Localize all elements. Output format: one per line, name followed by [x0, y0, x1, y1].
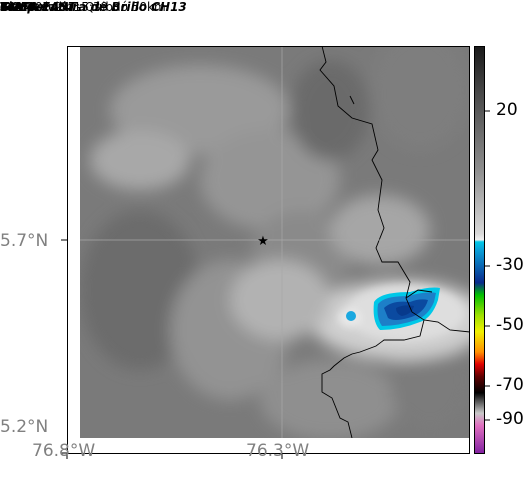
satellite-image: [80, 46, 470, 438]
lat-tick-label: 5.2°N: [0, 417, 49, 437]
route-subtitle: Vía Medellín - Quibdó 50km: [0, 0, 166, 14]
lon-tick-label: 76.8°W: [32, 441, 96, 461]
colorbar: [474, 46, 490, 454]
colorbar-tick-label: -70: [496, 375, 524, 395]
product-title: Temperatura de Brillo CH13: [0, 0, 187, 14]
colorbar-tick-label: -30: [496, 255, 524, 275]
star-marker-icon: ★: [257, 234, 269, 249]
satellite-name: GOES-EAST: [0, 0, 77, 14]
colorbar-tick-label: -50: [496, 315, 524, 335]
timestamp-label: 2024-07-24 15:39: [0, 0, 109, 14]
organization-label: SIATA: [0, 0, 38, 14]
colorbar-tick-label: -90: [496, 409, 524, 429]
colorbar-tick-label: 20: [496, 100, 518, 120]
lon-tick-label: 76.3°W: [246, 441, 310, 461]
lat-tick-label: 5.7°N: [0, 231, 49, 251]
